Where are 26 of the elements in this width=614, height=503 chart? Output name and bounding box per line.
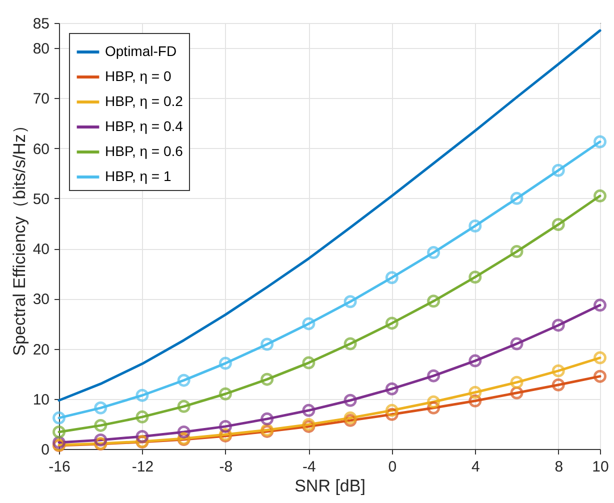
y-tick-label: 0 [41,442,50,458]
legend-label: HBP, η = 0.2 [105,93,184,109]
legend-label: HBP, η = 0 [105,68,172,84]
y-tick-label: 30 [32,291,50,308]
y-axis-title: Spectral Efficiency（bits/s/Hz） [10,117,29,356]
y-tick-label: 20 [32,341,50,358]
x-tick-label: -12 [132,458,154,476]
y-tick-label: 85 [32,16,50,32]
x-tick-label: 8 [554,458,564,476]
y-tick-label: 80 [32,40,50,58]
x-tick-label: 0 [388,458,397,476]
y-tick-label: 70 [32,90,50,108]
x-tick-label: 10 [592,458,609,476]
y-tick-label: 60 [32,140,50,158]
y-tick-label: 10 [32,391,50,408]
legend-label: HBP, η = 1 [105,168,172,184]
legend-label: HBP, η = 0.4 [105,118,184,134]
legend-label: Optimal-FD [105,43,177,59]
x-tick-label: -4 [302,458,316,476]
legend-label: HBP, η = 0.6 [105,143,184,159]
x-axis-title: SNR [dB] [294,476,366,496]
x-tick-label: 4 [471,458,480,476]
x-tick-label: -8 [219,458,233,476]
y-tick-label: 40 [32,241,50,258]
y-tick-label: 50 [32,190,50,208]
x-tick-label: -16 [48,458,70,476]
